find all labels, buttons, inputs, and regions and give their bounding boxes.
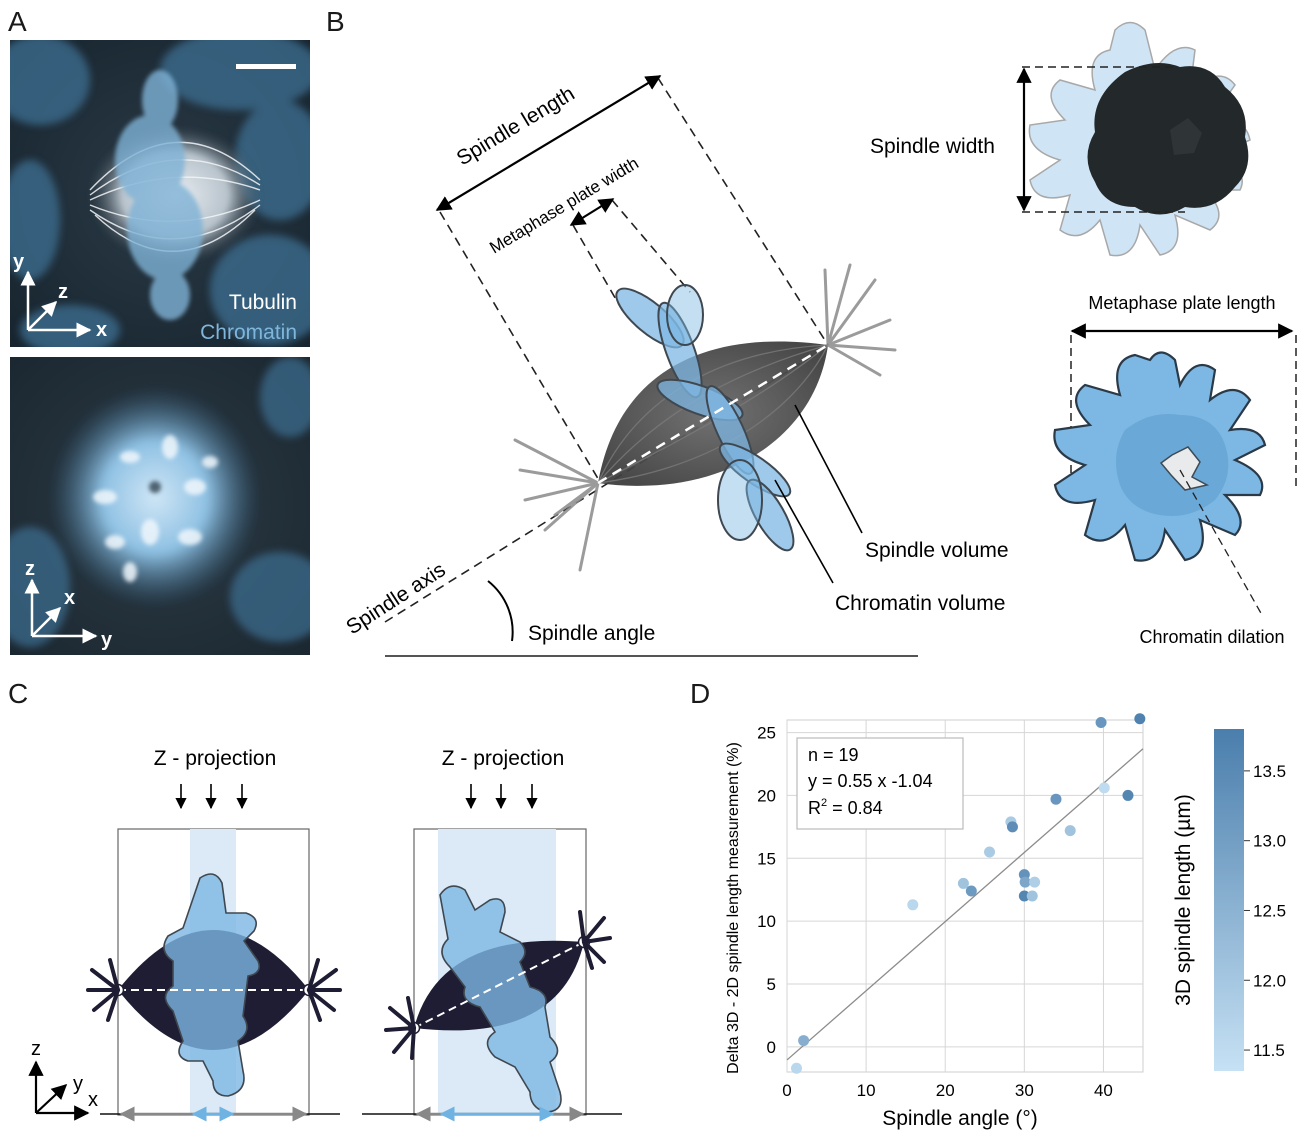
- regression-line: [786, 748, 1144, 1061]
- stats-r2-prefix: R: [808, 798, 821, 818]
- data-point: [1018, 890, 1030, 902]
- panel-a-bottom-axes: z x y: [24, 558, 113, 651]
- axis-ticks: 0 10 20 30 40 0 5 10 15 20 25: [757, 724, 1113, 1100]
- x-tick-label: 20: [936, 1081, 955, 1100]
- y-tick-label: 15: [757, 849, 776, 868]
- c-axis-x-label: x: [88, 1089, 98, 1111]
- colorbar-tick-label: 13.0: [1253, 832, 1286, 851]
- data-point: [984, 846, 996, 858]
- panel-c-right-title: Z - projection: [442, 747, 565, 770]
- panel-c-left-title: Z - projection: [154, 747, 277, 770]
- spindle-volume-label: Spindle volume: [865, 539, 1009, 562]
- micrograph-top: [10, 40, 310, 347]
- axis-y-label: y: [13, 251, 25, 273]
- data-point: [1006, 821, 1018, 833]
- panel-c-axes: z y x: [28, 1038, 98, 1121]
- y-tick-label: 0: [767, 1038, 776, 1057]
- stats-n: n = 19: [808, 745, 859, 765]
- data-point: [1064, 825, 1076, 837]
- panel-c-left-diagram: [86, 828, 342, 1122]
- stats-r2-sup: 2: [821, 797, 827, 809]
- spindle-axis-label: Spindle axis: [342, 558, 449, 639]
- data-point: [957, 877, 969, 889]
- stats-r2-suffix: = 0.84: [827, 798, 883, 818]
- y-axis-title: Delta 3D - 2D spindle length measurement…: [725, 742, 742, 1074]
- plate-length-label: Metaphase plate length: [1088, 293, 1275, 313]
- micrograph-top-image: [10, 40, 310, 347]
- scale-bar: [236, 64, 296, 69]
- x-axis-title: Spindle angle (°): [882, 1107, 1038, 1130]
- metaphase-plate-rosette: [1053, 351, 1267, 562]
- colorbar-tick-label: 12.5: [1253, 901, 1286, 920]
- y-tick-label: 5: [767, 975, 776, 994]
- stats-r2: R2 = 0.84: [808, 797, 883, 818]
- data-point: [965, 885, 977, 897]
- chromatin-dilation-label: Chromatin dilation: [1139, 627, 1284, 647]
- x-tick-label: 30: [1015, 1081, 1034, 1100]
- spindle-cross-section: [1028, 21, 1251, 257]
- spindle-width-label: Spindle width: [870, 135, 995, 158]
- plate-width-label: Metaphase plate width: [486, 154, 642, 258]
- data-point: [1098, 782, 1110, 794]
- panel-c-letter: C: [8, 678, 29, 709]
- tubulin-label: Tubulin: [229, 291, 297, 314]
- colorbar: [1214, 729, 1244, 1071]
- data-point: [1019, 876, 1031, 888]
- colorbar-title: 3D spindle length (µm): [1172, 794, 1195, 1006]
- data-point: [1050, 793, 1062, 805]
- x-tick-label: 40: [1094, 1081, 1113, 1100]
- axis-z-label-bottom: z: [25, 558, 35, 580]
- y-tick-label: 10: [757, 912, 776, 931]
- data-point: [907, 899, 919, 911]
- colorbar-tick-label: 13.5: [1253, 762, 1286, 781]
- data-point: [790, 1062, 802, 1074]
- data-point: [1122, 789, 1134, 801]
- spindle-angle-label: Spindle angle: [528, 622, 655, 645]
- c-axis-z-label: z: [31, 1038, 41, 1060]
- spindle-dark-core: [1087, 63, 1249, 215]
- data-point: [1029, 876, 1041, 888]
- chromatin-volume-label: Chromatin volume: [835, 592, 1005, 615]
- colorbar-tick-label: 11.5: [1253, 1041, 1285, 1060]
- data-point: [1134, 713, 1146, 725]
- panel-b-schematic: [384, 75, 918, 657]
- axis-x-label-bottom: x: [64, 587, 75, 609]
- data-point: [798, 1035, 810, 1047]
- panel-a-letter: A: [8, 6, 27, 37]
- panel-c-right-diagram: [362, 828, 622, 1122]
- x-tick-label: 0: [782, 1081, 791, 1100]
- panel-d-letter: D: [690, 678, 711, 709]
- colorbar-ticks: 11.5 12.0 12.5 13.0 13.5: [1244, 762, 1286, 1060]
- axis-x-label: x: [96, 319, 107, 341]
- chromatin-label: Chromatin: [200, 321, 297, 344]
- axis-z-label: z: [58, 281, 68, 303]
- spindle-length-arrow: [435, 75, 662, 211]
- z-projection-arrows: [175, 784, 538, 810]
- stats-equation: y = 0.55 x -1.04: [808, 771, 933, 791]
- y-tick-label: 25: [757, 724, 776, 743]
- panel-a-top-axes: y z x: [13, 251, 107, 341]
- axis-y-label-bottom: y: [101, 629, 113, 651]
- colorbar-tick-label: 12.0: [1253, 971, 1286, 990]
- data-point: [1026, 890, 1038, 902]
- x-tick-label: 10: [857, 1081, 876, 1100]
- c-axis-y-label: y: [73, 1073, 83, 1095]
- plate-width-arrow: [569, 198, 615, 226]
- scatter-chart: 0 10 20 30 40 0 5 10 15 20 25 n = 19 y = 0.55 x -1…: [725, 713, 1286, 1130]
- chart-grid: [786, 719, 1144, 1073]
- spindle-length-label: Spindle length: [453, 82, 579, 170]
- data-point: [1095, 717, 1107, 729]
- data-points: [790, 713, 1146, 1074]
- y-tick-label: 20: [757, 786, 776, 805]
- panel-b-letter: B: [326, 6, 345, 37]
- stats-box: [796, 737, 964, 830]
